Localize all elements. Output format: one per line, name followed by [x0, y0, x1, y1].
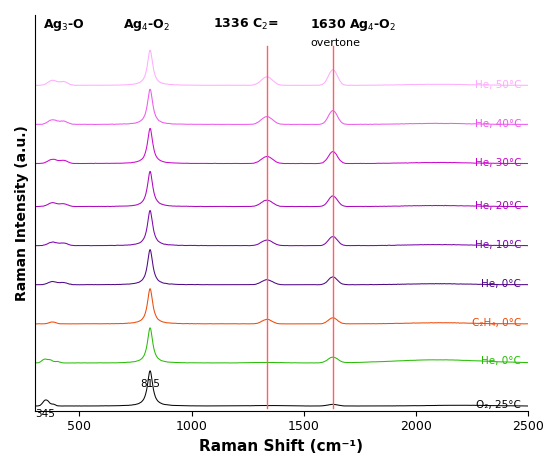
Text: Ag$_4$-O$_2$: Ag$_4$-O$_2$ — [123, 17, 170, 33]
Text: Ag$_3$-O: Ag$_3$-O — [43, 17, 84, 33]
Text: 345: 345 — [35, 409, 55, 419]
Text: O₂, 25°C: O₂, 25°C — [476, 401, 522, 410]
Text: 815: 815 — [140, 379, 160, 389]
Text: 1336 C$_2$=: 1336 C$_2$= — [212, 17, 278, 32]
Text: He, 50°C: He, 50°C — [475, 80, 522, 90]
Text: He, 0°C: He, 0°C — [481, 280, 522, 289]
Text: He, 40°C: He, 40°C — [475, 119, 522, 129]
Text: He, 0°C: He, 0°C — [481, 356, 522, 366]
Text: 1630 Ag$_4$-O$_2$: 1630 Ag$_4$-O$_2$ — [310, 17, 397, 33]
Y-axis label: Raman Intensity (a.u.): Raman Intensity (a.u.) — [15, 125, 29, 301]
Text: He, 30°C: He, 30°C — [475, 158, 522, 168]
Text: He, 20°C: He, 20°C — [475, 201, 522, 211]
Text: overtone: overtone — [310, 38, 360, 47]
Text: He, 10°C: He, 10°C — [475, 240, 522, 250]
Text: C₂H₄, 0°C: C₂H₄, 0°C — [472, 318, 522, 328]
X-axis label: Raman Shift (cm⁻¹): Raman Shift (cm⁻¹) — [200, 439, 363, 454]
